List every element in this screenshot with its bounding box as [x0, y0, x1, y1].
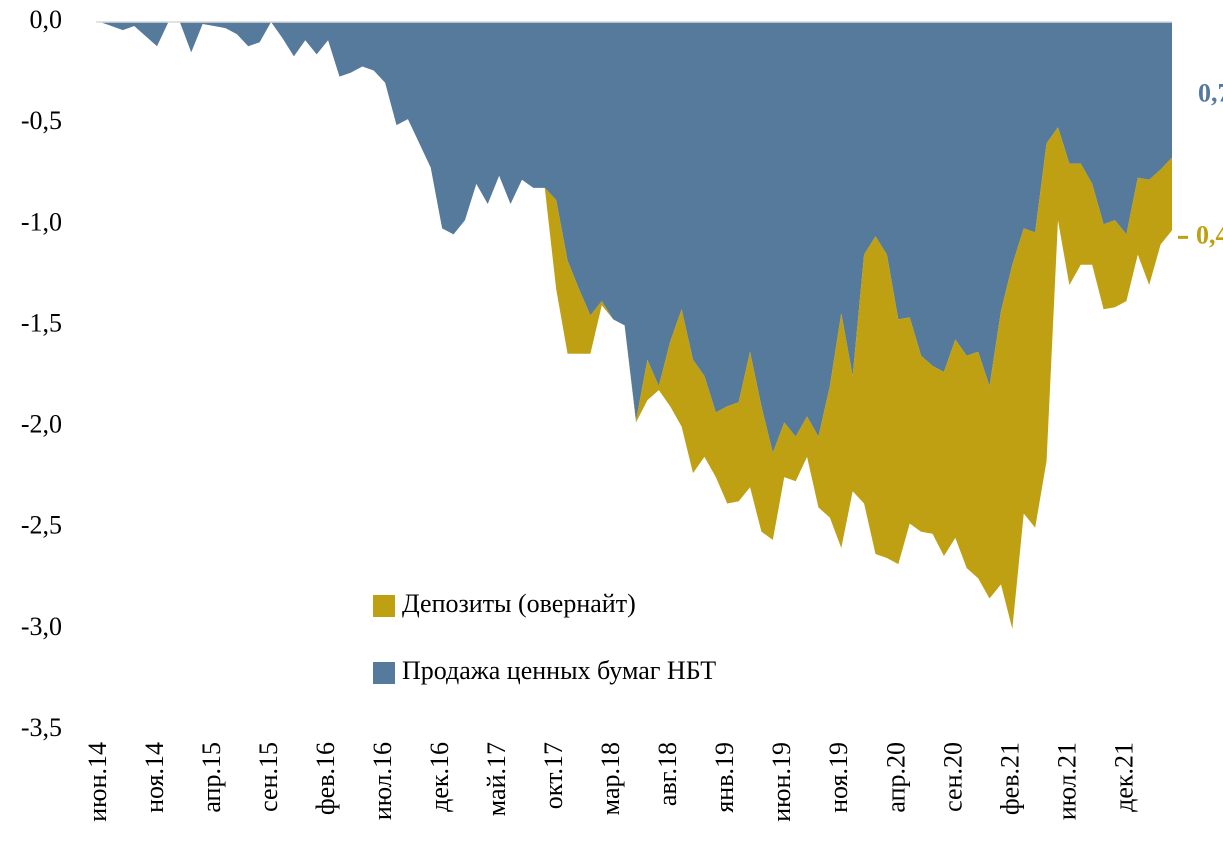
x-tick-label: сен.15 [254, 742, 283, 812]
x-tick-label: дек.16 [425, 742, 454, 812]
end-label: 0,7 [1198, 79, 1223, 108]
x-tick-label: фев.21 [995, 742, 1024, 815]
legend-swatch [373, 662, 395, 684]
x-tick-label: мар.18 [596, 742, 625, 815]
y-tick-label: -2,5 [21, 511, 62, 540]
legend-swatch [373, 595, 395, 617]
x-tick-label: май.17 [482, 742, 511, 816]
y-tick-label: 0,0 [30, 5, 63, 34]
y-tick-label: -2,0 [21, 410, 62, 439]
y-tick-label: -1,0 [21, 207, 62, 236]
x-tick-label: окт.17 [539, 742, 568, 809]
x-tick-label: июн.14 [83, 742, 112, 822]
y-tick-label: -3,5 [21, 713, 62, 742]
area [100, 22, 1172, 629]
y-tick-label: -0,5 [21, 106, 62, 135]
x-tick-label: июн.19 [767, 742, 796, 822]
legend-label: Депозиты (овернайт) [402, 589, 636, 618]
x-tick-label: ноя.19 [824, 742, 853, 813]
x-tick-label: янв.19 [710, 742, 739, 813]
x-tick-label: июл.21 [1052, 742, 1081, 820]
x-tick-label: апр.15 [197, 742, 226, 813]
y-tick-label: -3,0 [21, 612, 62, 641]
y-tick-label: -1,5 [21, 308, 62, 337]
x-tick-label: ноя.14 [140, 742, 169, 813]
x-tick-label: дек.21 [1109, 742, 1138, 812]
x-tick-label: фев.16 [311, 742, 340, 815]
x-tick-label: авг.18 [653, 742, 682, 806]
x-tick-label: сен.20 [938, 742, 967, 812]
x-tick-label: апр.20 [881, 742, 910, 813]
legend-label: Продажа ценных бумаг НБТ [402, 656, 716, 685]
x-tick-label: июл.16 [368, 742, 397, 820]
end-label: 0,4 [1196, 220, 1223, 249]
area [100, 22, 1172, 453]
